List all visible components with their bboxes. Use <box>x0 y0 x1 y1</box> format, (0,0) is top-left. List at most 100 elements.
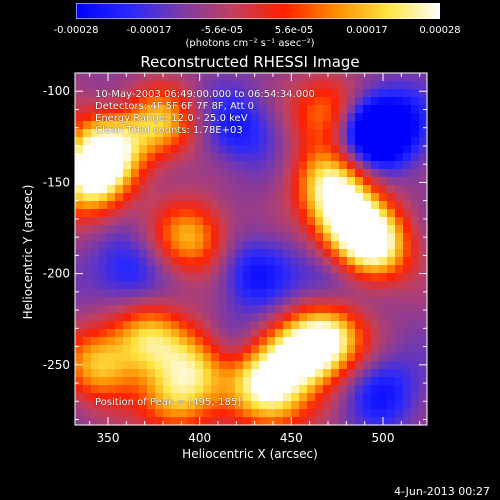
heatmap-cell <box>155 185 164 194</box>
heatmap-cell <box>307 393 316 402</box>
heatmap-cell <box>115 209 124 218</box>
heatmap-cell <box>355 345 364 354</box>
heatmap-cell <box>155 241 164 250</box>
heatmap-cell <box>275 369 284 378</box>
heatmap-cell <box>163 313 172 322</box>
heatmap-cell <box>355 337 364 346</box>
heatmap-cell <box>235 153 244 162</box>
heatmap-cell <box>251 377 260 386</box>
heatmap-cell <box>379 401 388 410</box>
heatmap-cell <box>387 73 396 82</box>
heatmap-cell <box>379 369 388 378</box>
heatmap-cell <box>123 369 132 378</box>
heatmap-cell <box>291 193 300 202</box>
y-axis-label: Heliocentric Y (arcsec) <box>21 184 35 320</box>
heatmap-cell <box>107 409 116 418</box>
heatmap-cell <box>235 241 244 250</box>
heatmap-cell <box>355 257 364 266</box>
heatmap-cell <box>275 193 284 202</box>
heatmap-cell <box>403 281 412 290</box>
heatmap-cell <box>379 169 388 178</box>
heatmap-cell <box>235 249 244 258</box>
heatmap-cell <box>251 417 260 426</box>
heatmap-cell <box>251 273 260 282</box>
heatmap-cell <box>339 209 348 218</box>
heatmap-cell <box>75 321 84 330</box>
heatmap-cell <box>187 193 196 202</box>
heatmap-cell <box>227 121 236 130</box>
heatmap-cell <box>91 305 100 314</box>
heatmap-cell <box>419 377 428 386</box>
heatmap-cell <box>235 297 244 306</box>
heatmap-cell <box>411 321 420 330</box>
heatmap-cell <box>83 105 92 114</box>
heatmap-cell <box>75 313 84 322</box>
plot-frame <box>74 72 428 426</box>
heatmap-cell <box>91 337 100 346</box>
heatmap-cell <box>179 313 188 322</box>
heatmap-cell <box>195 161 204 170</box>
heatmap-cell <box>307 169 316 178</box>
heatmap-cell <box>91 297 100 306</box>
heatmap-cell <box>419 409 428 418</box>
heatmap-cell <box>283 169 292 178</box>
heatmap-cell <box>123 89 132 98</box>
heatmap-cell <box>187 409 196 418</box>
heatmap-cell <box>419 177 428 186</box>
heatmap-cell <box>419 201 428 210</box>
heatmap-cell <box>371 337 380 346</box>
heatmap-cell <box>355 321 364 330</box>
heatmap-cell <box>275 289 284 298</box>
heatmap-cell <box>395 257 404 266</box>
heatmap-cell <box>115 297 124 306</box>
heatmap-cell <box>235 273 244 282</box>
heatmap-cell <box>331 377 340 386</box>
heatmap-cell <box>227 337 236 346</box>
heatmap-cell <box>211 161 220 170</box>
x-tick-label: 450 <box>280 431 303 445</box>
heatmap-cell <box>211 361 220 370</box>
heatmap-cell <box>83 233 92 242</box>
heatmap-cell <box>227 113 236 122</box>
heatmap-cell <box>139 401 148 410</box>
heatmap-cell <box>411 81 420 90</box>
heatmap-cell <box>403 353 412 362</box>
heatmap-cell <box>211 369 220 378</box>
heatmap-cell <box>91 177 100 186</box>
heatmap-cell <box>163 209 172 218</box>
heatmap-cell <box>259 257 268 266</box>
heatmap-cell <box>267 185 276 194</box>
heatmap-cell <box>283 385 292 394</box>
heatmap-cell <box>123 361 132 370</box>
heatmap-cell <box>331 353 340 362</box>
heatmap-cell <box>203 193 212 202</box>
heatmap-cell <box>291 241 300 250</box>
heatmap-cell <box>291 345 300 354</box>
y-tick-label: -250 <box>43 358 70 372</box>
heatmap-cell <box>355 409 364 418</box>
heatmap-cell <box>315 289 324 298</box>
heatmap-cell <box>307 329 316 338</box>
heatmap-cell <box>235 385 244 394</box>
heatmap-cell <box>171 81 180 90</box>
heatmap-cell <box>187 201 196 210</box>
heatmap-cell <box>219 345 228 354</box>
heatmap-cell <box>299 233 308 242</box>
heatmap-cell <box>339 257 348 266</box>
heatmap-cell <box>91 209 100 218</box>
heatmap-cell <box>411 145 420 154</box>
heatmap-cell <box>131 225 140 234</box>
heatmap-cell <box>291 257 300 266</box>
heatmap-cell <box>339 345 348 354</box>
heatmap-cell <box>323 377 332 386</box>
heatmap-cell <box>379 209 388 218</box>
heatmap-cell <box>139 345 148 354</box>
heatmap-cell <box>307 297 316 306</box>
heatmap-cell <box>171 265 180 274</box>
heatmap-cell <box>371 153 380 162</box>
heatmap-cell <box>195 345 204 354</box>
heatmap-cell <box>147 289 156 298</box>
heatmap-cell <box>75 193 84 202</box>
heatmap-cell <box>395 129 404 138</box>
heatmap-cell <box>387 257 396 266</box>
